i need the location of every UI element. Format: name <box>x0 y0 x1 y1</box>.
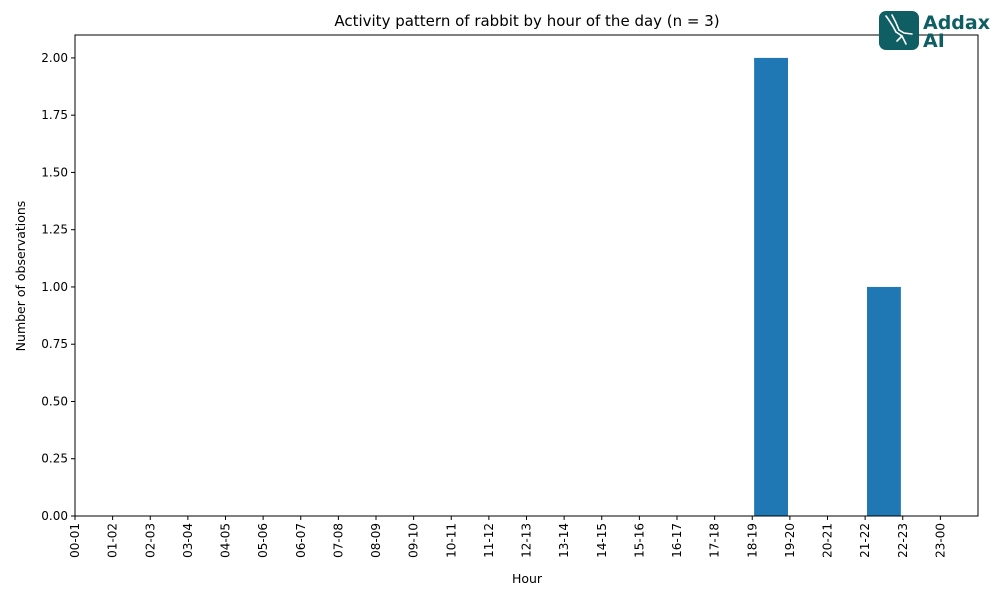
y-tick-label: 0.00 <box>41 509 68 523</box>
bar-21-22 <box>867 286 901 516</box>
bar-18-19 <box>754 57 788 517</box>
y-axis-label: Number of observations <box>13 201 28 352</box>
x-tick-label: 15-16 <box>632 523 646 558</box>
x-tick-label: 21-22 <box>858 523 872 558</box>
plot-frame <box>74 34 979 517</box>
y-tick-label: 1.00 <box>41 280 68 294</box>
y-tick-label: 1.75 <box>41 108 68 122</box>
x-tick-label: 08-09 <box>369 523 383 558</box>
y-tick-label: 0.75 <box>41 337 68 351</box>
x-tick-label: 10-11 <box>444 523 458 558</box>
chart-title: Activity pattern of rabbit by hour of th… <box>334 12 719 30</box>
y-tick-label: 0.25 <box>41 452 68 466</box>
x-tick-label: 02-03 <box>143 523 157 558</box>
plot-area <box>754 57 901 517</box>
y-axis: 0.00 0.25 0.50 0.75 1.00 1.25 1.50 1.75 2.00 <box>41 51 75 523</box>
x-tick-label: 20-21 <box>821 523 835 558</box>
x-axis: 00-01 01-02 02-03 03-04 04-05 05-06 06-07 07-08… <box>68 516 947 558</box>
x-tick-label: 06-07 <box>294 523 308 558</box>
x-tick-label: 16-17 <box>670 523 684 558</box>
y-tick-label: 2.00 <box>41 51 68 65</box>
x-tick-label: 13-14 <box>557 523 571 558</box>
x-tick-label: 01-02 <box>106 523 120 558</box>
x-tick-label: 12-13 <box>520 523 534 558</box>
x-tick-label: 14-15 <box>595 523 609 558</box>
x-tick-label: 23-00 <box>933 523 947 558</box>
x-tick-label: 18-19 <box>745 523 759 558</box>
x-tick-label: 09-10 <box>407 523 421 558</box>
logo-text-addax: Addax <box>923 12 990 34</box>
x-tick-label: 19-20 <box>783 523 797 558</box>
logo-text-ai: AI <box>923 30 945 52</box>
y-tick-label: 0.50 <box>41 394 68 408</box>
x-tick-label: 17-18 <box>708 523 722 558</box>
x-tick-label: 22-23 <box>896 523 910 558</box>
x-tick-label: 05-06 <box>256 523 270 558</box>
y-tick-label: 1.25 <box>41 223 68 237</box>
addax-ai-logo: Addax AI <box>879 11 990 52</box>
x-tick-label: 11-12 <box>482 523 496 558</box>
x-axis-label: Hour <box>512 571 543 586</box>
y-tick-label: 1.50 <box>41 165 68 179</box>
addax-antelope-icon <box>885 14 913 45</box>
x-tick-label: 03-04 <box>181 523 195 558</box>
x-tick-label: 04-05 <box>219 523 233 558</box>
x-tick-label: 07-08 <box>331 523 345 558</box>
x-tick-label: 00-01 <box>68 523 82 558</box>
